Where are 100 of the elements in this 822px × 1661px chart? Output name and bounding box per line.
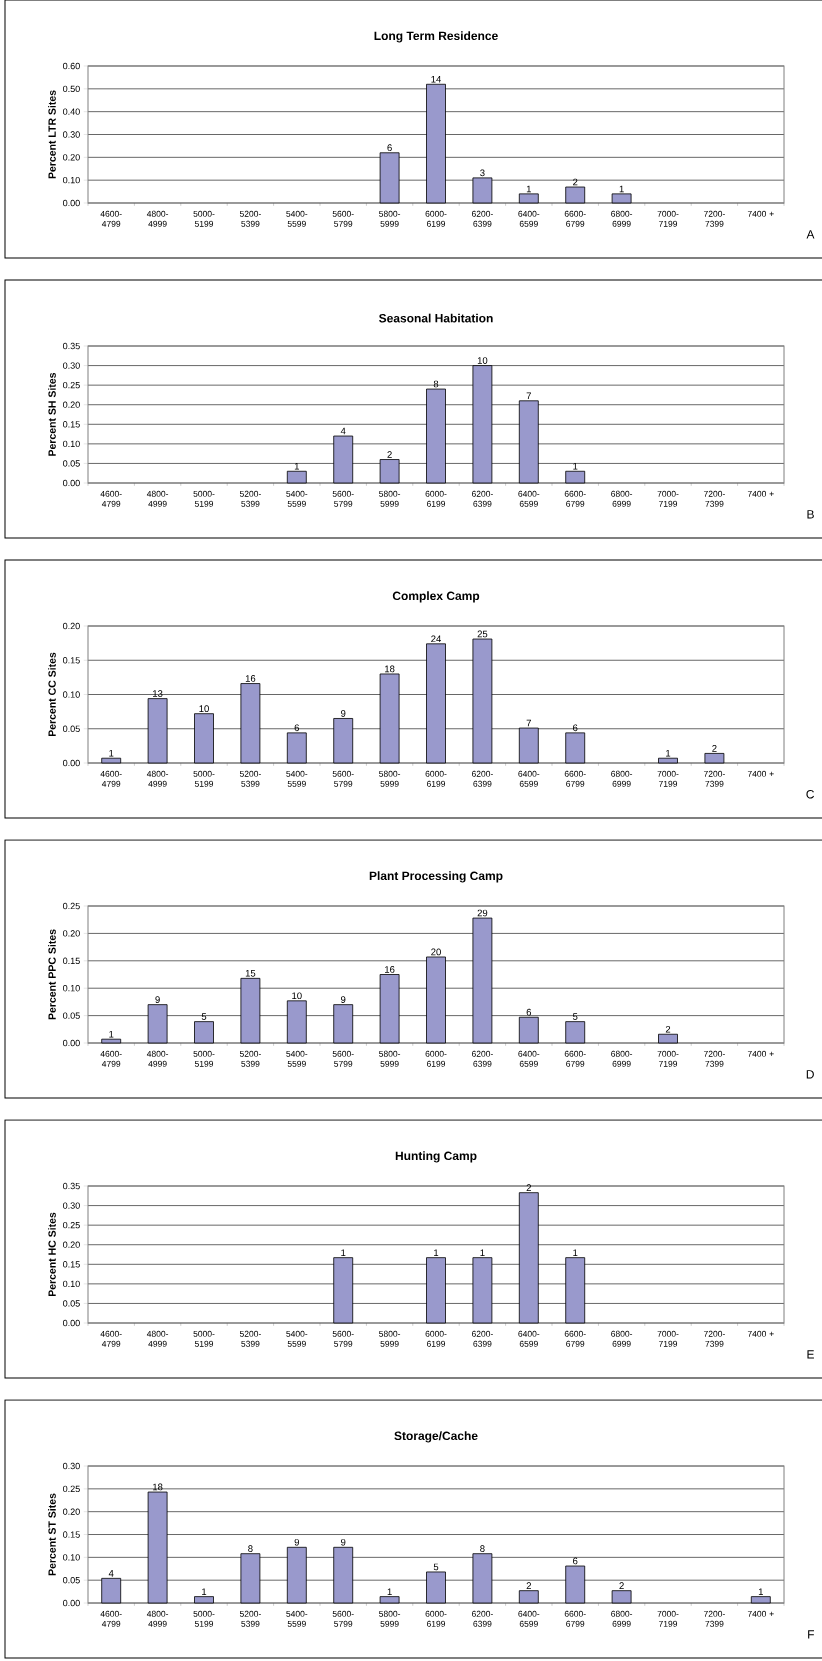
text: F [808,1630,814,1639]
x-tick-label: 5000-5199 [193,1330,215,1347]
y-axis-title: Percent SH Sites [48,372,56,456]
y-tick-label: 0.15 [63,657,80,664]
y-tick-label: 0.10 [63,1280,80,1288]
annotation: 1 [202,1588,207,1595]
y-tick-label: 0.50 [63,85,80,93]
x-tick-label: 6400-6599 [518,210,540,227]
annotation: 1 [526,185,531,193]
annotation: 1 [387,1588,392,1595]
x-tick-label: 4600-4799 [100,210,122,227]
x-tick-label: 6000-6199 [425,1050,447,1067]
annotation: 2 [573,178,578,186]
annotation: 6 [294,724,300,732]
annotation: 5 [572,1013,578,1020]
annotation: 18 [153,1483,163,1491]
x-tick-label: 5200-5399 [239,1050,261,1067]
y-tick-label: 0.40 [63,108,80,115]
x-tick-label: 7400 + [747,1330,774,1337]
x-tick-label: 5800-5999 [379,1050,401,1067]
x-tick-label: 6600-6799 [564,210,586,227]
annotation: 2 [387,451,392,458]
y-tick-label: 0.30 [63,362,80,369]
annotation: 1 [109,1030,114,1038]
annotation: 8 [433,380,439,388]
x-tick-label: 5400-5599 [286,1330,308,1347]
x-tick-label: 6000-6199 [425,490,447,507]
bar [286,732,307,764]
y-tick-label: 0.25 [63,1221,80,1229]
y-tick-label: 0.20 [63,154,80,161]
annotation: 15 [245,970,256,977]
y-tick-label: 0.25 [63,902,80,910]
x-tick-label: 7200-7399 [703,1610,725,1627]
x-tick-label: 5800-5999 [379,490,401,507]
x-tick-label: 6400-6599 [518,1330,540,1347]
x-tick-label: 5000-5199 [193,490,215,507]
x-tick-label: 4600-4799 [100,1330,122,1347]
x-tick-label: 5800-5999 [379,1610,401,1627]
annotation: 1 [434,1249,439,1256]
bar [704,753,725,764]
x-tick-label: 5600-5799 [332,1330,354,1347]
x-tick-label: 7200-7399 [703,1050,725,1067]
x-tick-label: 6000-6199 [425,1330,447,1347]
annotation: 10 [292,992,302,1000]
text: E [807,1350,814,1359]
x-tick-label: 7000-7199 [657,1050,679,1067]
x-tick-label: 5400-5599 [286,210,308,227]
annotation: 9 [341,710,346,717]
annotation: 6 [573,724,578,732]
x-tick-label: 5600-5799 [332,770,354,787]
x-tick-label: 4800-4999 [146,1050,169,1067]
x-tick-label: 7200-7399 [703,1330,725,1347]
x-tick-label: 6400-6599 [518,1050,540,1067]
annotation: 1 [758,1588,763,1595]
x-tick-label: 5400-5599 [286,770,308,787]
annotation: 18 [385,665,395,673]
bar [518,193,539,204]
annotation: 16 [245,675,256,682]
x-tick-label: 4800-4999 [146,490,169,507]
annotation: 6 [387,144,392,152]
annotation: 2 [526,1184,531,1191]
annotation: 2 [712,745,717,752]
y-tick-label: 0.60 [63,62,80,70]
annotation: 9 [341,1538,346,1546]
x-tick-label: 6000-6199 [425,210,447,227]
chart-title: Long Term Residence [374,31,498,43]
annotation: 5 [433,1563,439,1571]
x-tick-label: 5600-5799 [332,1610,354,1627]
chart-title: Plant Processing Camp [369,871,503,883]
annotation: 7 [526,719,531,727]
x-tick-label: 6800-6999 [611,1610,633,1627]
y-tick-label: 0.10 [63,176,80,184]
y-tick-label: 0.00 [63,199,80,207]
annotation: 1 [619,185,624,193]
annotation: 8 [248,1545,253,1552]
chart-title: Complex Camp [392,591,480,603]
y-tick-label: 0.20 [63,401,80,408]
annotation: 9 [155,996,160,1003]
y-tick-label: 0.35 [63,342,80,350]
y-axis-title: Percent HC Sites [48,1212,56,1297]
x-tick-label: 6200-6399 [471,1610,493,1627]
text: A [806,230,815,239]
text: C [806,789,815,799]
y-tick-label: 0.05 [63,460,80,467]
x-tick-label: 5600-5799 [332,1050,354,1067]
x-tick-label: 4600-4799 [100,770,122,787]
x-tick-label: 6200-6399 [471,1330,493,1347]
y-tick-label: 0.00 [63,759,80,767]
x-tick-label: 4800-4999 [146,210,169,227]
bar [101,1038,122,1044]
annotation: 2 [665,1025,671,1033]
y-tick-label: 0.25 [63,1485,80,1493]
y-tick-label: 0.10 [63,691,80,698]
annotation: 10 [477,357,488,364]
y-tick-label: 0.25 [63,381,80,389]
x-tick-label: 6600-6799 [564,1610,586,1627]
y-axis-title: Percent PPC Sites [48,929,56,1020]
x-tick-label: 6200-6399 [471,210,493,227]
x-tick-label: 5400-5599 [286,490,308,507]
bar [611,1590,632,1604]
